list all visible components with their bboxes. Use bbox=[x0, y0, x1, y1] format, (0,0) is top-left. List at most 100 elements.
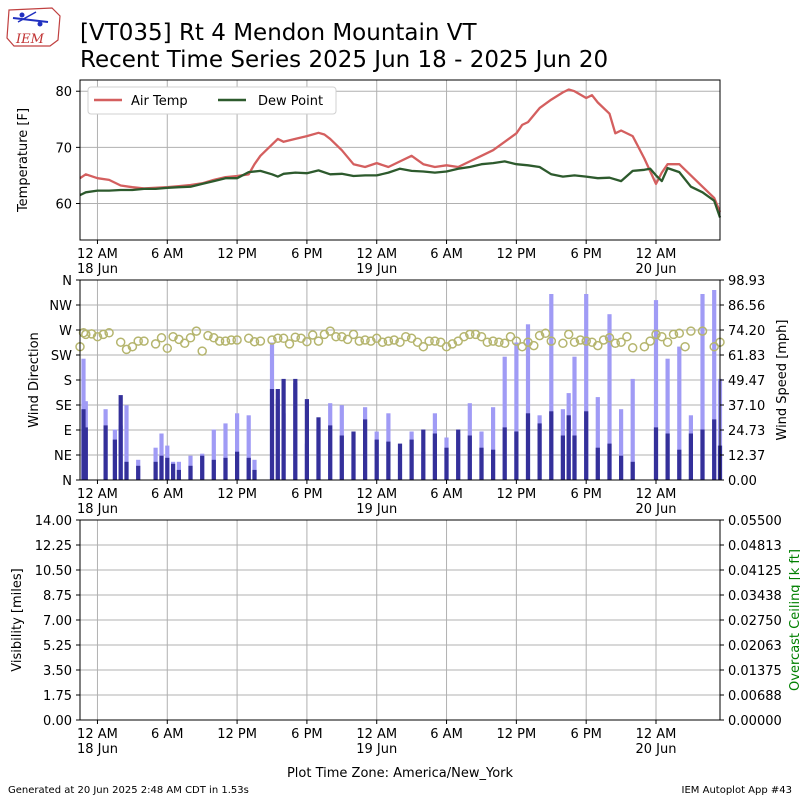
wind-direction-point bbox=[435, 337, 446, 347]
wind-speed-bar bbox=[700, 429, 705, 480]
wind-speed-bar bbox=[351, 431, 356, 480]
wind-speed-tick-label: 24.73 bbox=[728, 424, 765, 439]
wind-speed-tick-label: 98.93 bbox=[728, 274, 765, 289]
wind-direction-point bbox=[162, 343, 173, 354]
wind-direction-point bbox=[203, 330, 213, 341]
wind-direction-point bbox=[581, 336, 591, 346]
wind-speed-bar bbox=[252, 469, 257, 480]
wind-speed-bar bbox=[432, 433, 437, 480]
wind-gust-bar bbox=[584, 294, 589, 480]
wind-direction-point bbox=[104, 328, 114, 338]
wind-direction-point bbox=[191, 326, 202, 336]
dew-point-line bbox=[79, 160, 722, 218]
wind-speed-bar bbox=[421, 429, 426, 480]
wind-speed-bar bbox=[83, 427, 88, 480]
wind-speed-bar bbox=[566, 415, 571, 480]
wind-gust-bar bbox=[235, 413, 240, 480]
x-tick-label: 6 PM bbox=[570, 487, 601, 502]
wind-direction-point bbox=[179, 338, 190, 349]
wind-gust-bar bbox=[712, 290, 717, 480]
wind-speed-bar bbox=[677, 449, 682, 480]
visibility-tick-label: 7.00 bbox=[43, 614, 72, 629]
wind-speed-tick-label: 86.56 bbox=[728, 299, 765, 314]
wind-direction-point bbox=[307, 330, 318, 340]
ceiling-tick-label: 0.00688 bbox=[728, 689, 782, 704]
x-tick-label: 12 AM bbox=[77, 487, 118, 502]
wind-direction-point bbox=[534, 330, 545, 341]
wind-speed-bar bbox=[363, 419, 368, 480]
ceiling-tick-label: 0.05500 bbox=[728, 514, 782, 529]
wind-direction-point bbox=[395, 337, 405, 347]
x-tick-date-label: 20 Jun bbox=[636, 502, 677, 517]
chart-title-line2: Recent Time Series 2025 Jun 18 - 2025 Ju… bbox=[80, 47, 608, 73]
x-tick-label: 12 AM bbox=[356, 727, 397, 742]
x-tick-label: 12 PM bbox=[217, 727, 257, 742]
wind-direction-point bbox=[284, 339, 295, 349]
wind-direction-point bbox=[348, 329, 359, 340]
wind-direction-point bbox=[127, 341, 138, 352]
wind-direction-point bbox=[505, 331, 516, 342]
wind-direction-tick-label: N bbox=[62, 274, 72, 289]
wind-speed-bar bbox=[165, 457, 170, 480]
wind-direction-point bbox=[575, 335, 586, 345]
app-identifier: IEM Autoplot App #43 bbox=[682, 785, 792, 796]
wind-direction-point bbox=[92, 331, 103, 342]
wind-gust-bar bbox=[514, 342, 519, 480]
x-tick-label: 12 AM bbox=[77, 247, 118, 262]
x-tick-label: 12 PM bbox=[496, 487, 536, 502]
wind-speed-bar bbox=[328, 425, 333, 480]
wind-gust-bar bbox=[677, 346, 682, 480]
wind-direction-point bbox=[546, 336, 557, 346]
wind-direction-point bbox=[337, 331, 347, 342]
temperature-tick-label: 70 bbox=[55, 141, 72, 156]
wind-direction-point bbox=[214, 336, 225, 346]
wind-direction-point bbox=[558, 338, 568, 349]
wind-speed-bar bbox=[281, 378, 286, 480]
x-tick-label: 12 AM bbox=[356, 247, 397, 262]
wind-speed-bar bbox=[595, 447, 600, 480]
wind-direction-point bbox=[232, 335, 242, 345]
ceiling-tick-label: 0.03438 bbox=[728, 589, 782, 604]
x-tick-label: 12 AM bbox=[636, 487, 677, 502]
wind-speed-bar bbox=[188, 465, 193, 480]
wind-direction-point bbox=[511, 336, 522, 346]
wind-gust-bar bbox=[211, 429, 216, 480]
wind-direction-tick-label: W bbox=[59, 324, 72, 339]
x-tick-label: 6 AM bbox=[151, 727, 184, 742]
wind-speed-bar bbox=[688, 433, 693, 480]
time-zone-axis-label: Plot Time Zone: America/New_York bbox=[287, 766, 514, 781]
wind-direction-point bbox=[185, 333, 196, 343]
wind-direction-point bbox=[139, 336, 149, 346]
wind-direction-point bbox=[529, 340, 539, 351]
wind-direction-point bbox=[267, 335, 277, 345]
x-tick-label: 6 AM bbox=[151, 487, 184, 502]
x-tick-date-label: 18 Jun bbox=[77, 262, 118, 277]
visibility-tick-label: 14.00 bbox=[35, 514, 72, 529]
wind-speed-bar bbox=[223, 457, 228, 480]
wind-speed-bar bbox=[211, 459, 216, 480]
ceiling-tick-label: 0.01375 bbox=[728, 664, 782, 679]
wind-direction-tick-label: N bbox=[62, 474, 72, 489]
wind-speed-tick-label: 74.20 bbox=[728, 324, 765, 339]
wind-speed-bar bbox=[712, 419, 717, 480]
logo-text: IEM bbox=[15, 32, 45, 47]
wind-direction-tick-label: SW bbox=[51, 349, 72, 364]
visibility-tick-label: 3.50 bbox=[43, 664, 72, 679]
visibility-tick-label: 1.75 bbox=[43, 689, 72, 704]
visibility-tick-label: 8.75 bbox=[43, 589, 72, 604]
x-tick-date-label: 19 Jun bbox=[356, 262, 397, 277]
x-tick-date-label: 20 Jun bbox=[636, 742, 677, 757]
wind-speed-bar bbox=[630, 461, 635, 480]
wind-direction-point bbox=[342, 334, 353, 345]
wind-gust-bar bbox=[630, 378, 635, 480]
x-tick-label: 6 PM bbox=[291, 727, 322, 742]
wind-speed-bar bbox=[491, 449, 496, 480]
wind-speed-bar bbox=[124, 461, 129, 480]
wind-gust-bar bbox=[607, 314, 612, 480]
x-tick-label: 12 PM bbox=[496, 247, 536, 262]
wind-speed-bar bbox=[584, 411, 589, 480]
wind-panel: N NE E SE S SW W NW N 0.00 12.37 24.73 37.10 49.47 61… bbox=[27, 274, 790, 517]
wind-speed-bar bbox=[502, 427, 507, 480]
